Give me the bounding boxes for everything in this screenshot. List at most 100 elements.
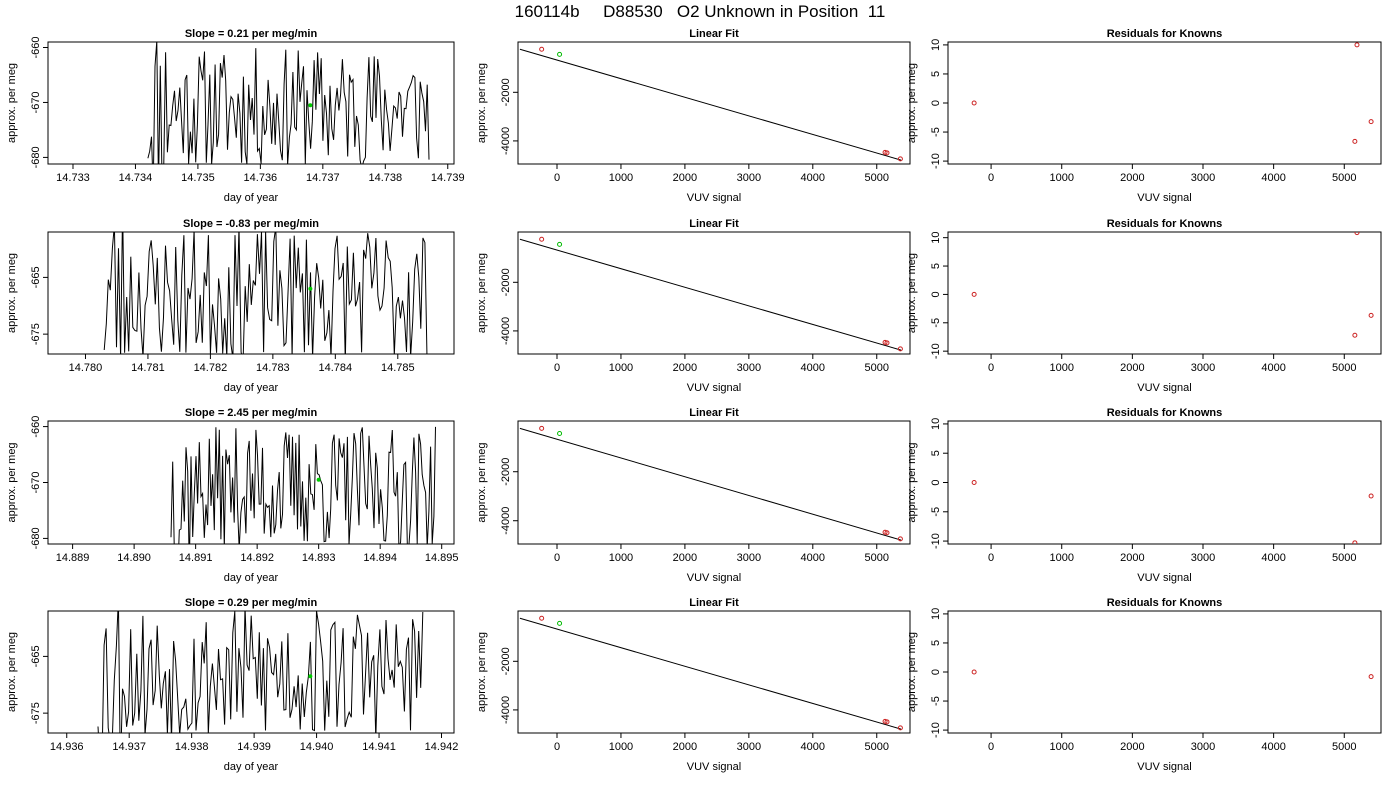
plot-data [519, 615, 903, 731]
panel-title: Slope = 2.45 per meg/min [185, 407, 318, 419]
x-tick-label: 14.890 [117, 552, 151, 564]
known-point [884, 719, 890, 725]
x-tick-label: 4000 [801, 741, 825, 753]
y-tick-label: -5 [930, 507, 942, 517]
known-point [971, 480, 977, 485]
y-axis-label: approx. per meg [906, 253, 918, 333]
plot-data [519, 236, 903, 352]
known-point [1352, 138, 1358, 144]
x-tick-label: 4000 [801, 552, 825, 564]
x-tick-label: 14.735 [181, 172, 215, 184]
panel-title: Residuals for Knowns [1107, 407, 1223, 419]
x-tick-label: 4000 [801, 172, 825, 184]
x-tick-label: 1000 [1049, 172, 1073, 184]
panel-3-2: Linear Fit 0 1000 2000 3000 4000 5000 -2000 -400… [476, 407, 911, 584]
x-axis-label: VUV signal [1137, 761, 1191, 773]
y-tick-label: 0 [930, 479, 942, 485]
plot-frame [517, 41, 911, 165]
plot-data [971, 42, 1374, 144]
signal-trace [147, 42, 430, 164]
x-axis-label: day of year [224, 192, 279, 204]
fit-line [519, 427, 902, 541]
x-tick-label: 5000 [1332, 362, 1356, 374]
y-tick-label: -675 [30, 702, 42, 724]
plot-data [971, 480, 1374, 544]
panel-title: Slope = -0.83 per meg/min [183, 218, 319, 230]
known-point [1354, 232, 1360, 236]
panel-title: Linear Fit [689, 28, 739, 40]
plot-data [971, 669, 1374, 680]
panel-1-1: Slope = 0.21 per meg/min 14.733 14.734 14.7… [6, 28, 465, 204]
panel-4-3: Residuals for Knowns 0 1000 2000 3000 4000 500… [906, 597, 1382, 773]
x-tick-label: 0 [988, 362, 994, 374]
y-tick-label: -660 [30, 416, 42, 438]
x-tick-label: 4000 [1261, 172, 1285, 184]
mean-marker [316, 477, 321, 482]
plot-data [103, 232, 428, 354]
x-axis-label: day of year [224, 382, 279, 394]
x-tick-label: 2000 [1120, 362, 1144, 374]
x-tick-label: 1000 [1049, 362, 1073, 374]
mean-marker [308, 286, 313, 291]
known-point [539, 236, 545, 242]
x-tick-label: 5000 [865, 552, 889, 564]
plot-data [971, 232, 1374, 338]
x-tick-label: 5000 [1332, 741, 1356, 753]
x-tick-label: 4000 [801, 362, 825, 374]
x-tick-label: 1000 [609, 741, 633, 753]
y-tick-label: -10 [930, 153, 942, 169]
y-tick-label: 10 [930, 39, 942, 51]
y-axis-label: approx. per meg [6, 63, 18, 143]
unknown-point [557, 430, 563, 436]
plot-frame [47, 41, 455, 165]
x-tick-label: 2000 [673, 172, 697, 184]
panel-3-3: Residuals for Knowns 0 1000 2000 3000 4000 500… [906, 407, 1382, 584]
x-tick-label: 14.940 [300, 741, 334, 753]
x-tick-label: 14.939 [237, 741, 271, 753]
y-tick-label: -5 [930, 318, 942, 328]
known-point [971, 100, 977, 106]
known-point [897, 156, 903, 162]
signal-trace [170, 426, 436, 544]
x-tick-label: 14.733 [56, 172, 90, 184]
fit-line [519, 617, 902, 730]
known-point [884, 530, 890, 536]
plot-data [147, 42, 430, 164]
x-tick-label: 4000 [1261, 741, 1285, 753]
x-tick-label: 14.784 [318, 362, 352, 374]
y-axis-label: approx. per meg [476, 253, 488, 333]
x-tick-label: 1000 [1049, 552, 1073, 564]
x-tick-label: 14.781 [131, 362, 165, 374]
x-axis-label: VUV signal [1137, 192, 1191, 204]
panel-2-1: Slope = -0.83 per meg/min 14.780 14.781 14.… [6, 218, 455, 394]
y-tick-label: 0 [930, 291, 942, 297]
x-axis-label: VUV signal [687, 192, 741, 204]
plot-data [97, 611, 424, 733]
y-tick-label: -2000 [500, 78, 512, 106]
x-tick-label: 0 [554, 362, 560, 374]
plot-frame [47, 610, 455, 734]
x-tick-label: 1000 [1049, 741, 1073, 753]
x-tick-label: 2000 [673, 362, 697, 374]
panel-title: Residuals for Knowns [1107, 218, 1223, 230]
x-axis-label: VUV signal [1137, 382, 1191, 394]
y-tick-label: -4000 [500, 696, 512, 724]
signal-trace [103, 232, 428, 354]
panel-title: Residuals for Knowns [1107, 28, 1223, 40]
x-tick-label: 14.889 [56, 552, 90, 564]
x-axis-label: VUV signal [687, 572, 741, 584]
x-tick-label: 14.894 [363, 552, 397, 564]
x-tick-label: 0 [988, 552, 994, 564]
x-tick-label: 2000 [1120, 552, 1144, 564]
x-tick-label: 0 [554, 741, 560, 753]
mean-marker [308, 103, 313, 108]
x-tick-label: 14.739 [431, 172, 465, 184]
panel-title: Slope = 0.21 per meg/min [185, 28, 318, 40]
panel-title: Linear Fit [689, 597, 739, 609]
known-point [897, 725, 903, 731]
plot-frame [517, 610, 911, 734]
x-tick-label: 2000 [673, 741, 697, 753]
x-tick-label: 3000 [1191, 552, 1215, 564]
x-tick-label: 2000 [673, 552, 697, 564]
x-tick-label: 14.895 [425, 552, 459, 564]
